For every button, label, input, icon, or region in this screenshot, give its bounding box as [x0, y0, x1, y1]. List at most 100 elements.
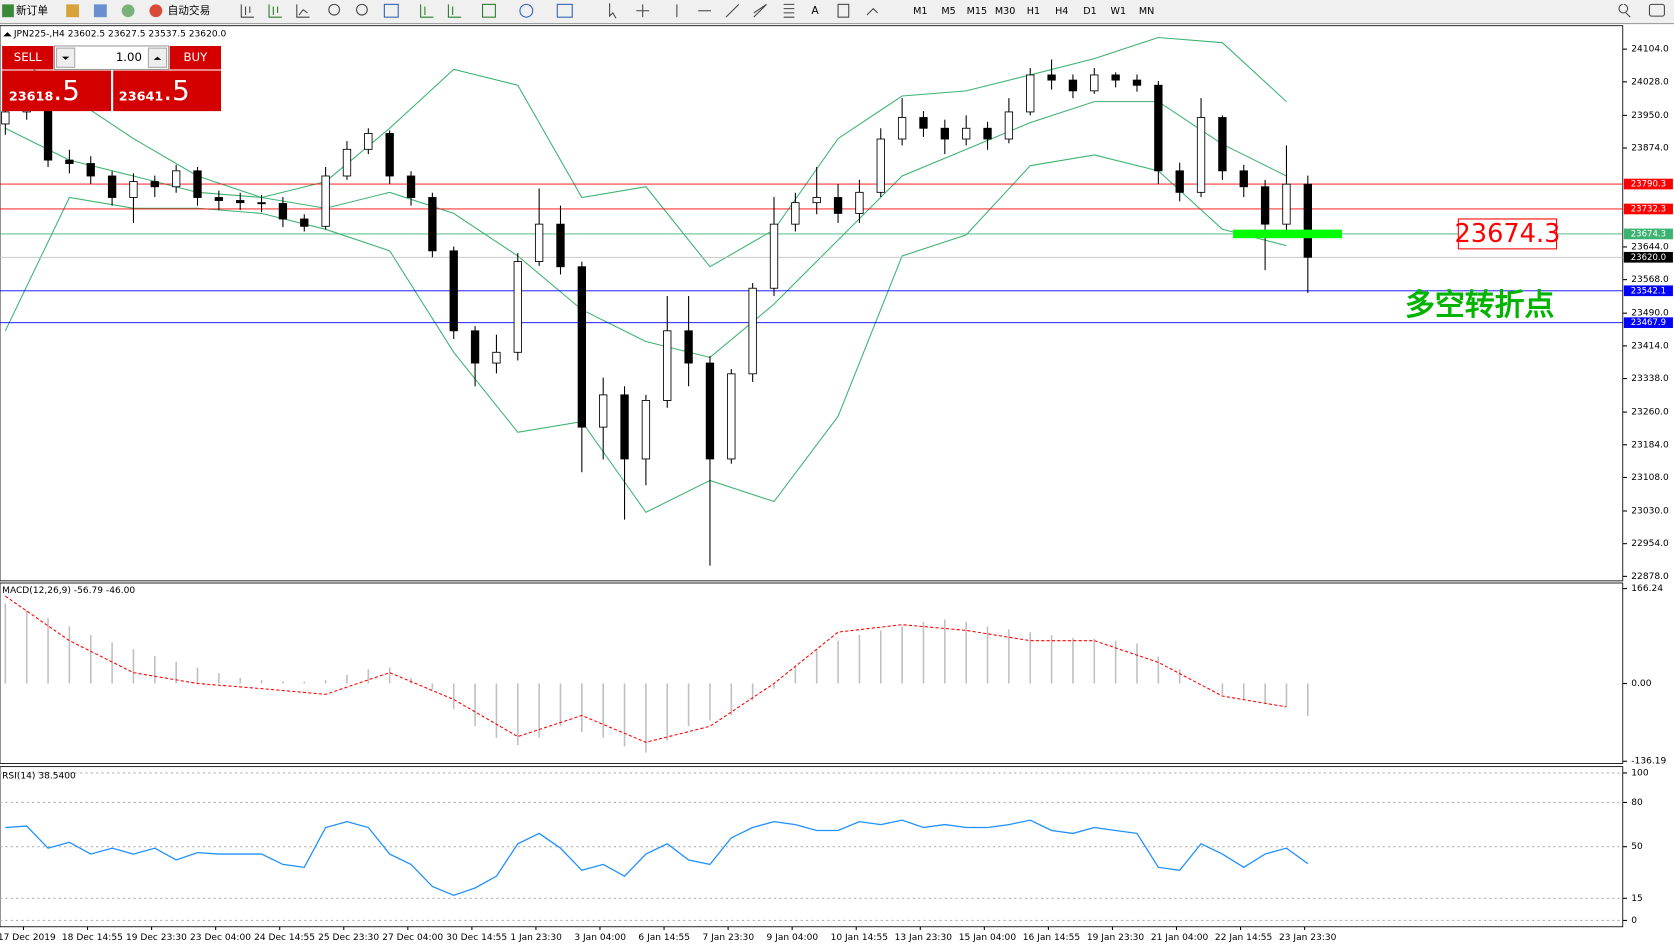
new-order-icon[interactable]: [2, 4, 14, 18]
candle-body: [150, 181, 159, 188]
y-tick-label: 23030.0: [1631, 506, 1669, 516]
channel-icon[interactable]: [753, 3, 767, 18]
candle-body: [1239, 170, 1248, 188]
time-label: 30 Dec 14:55: [446, 933, 507, 943]
timeframe-button[interactable]: H4: [1055, 6, 1068, 17]
text-tool-icon[interactable]: A: [811, 4, 819, 17]
buy-price-fraction[interactable]: .5: [163, 74, 189, 107]
sell-button[interactable]: [2, 45, 54, 70]
periods-icon[interactable]: [519, 3, 534, 18]
fibo-icon[interactable]: [783, 3, 795, 18]
trendline-icon[interactable]: [725, 3, 740, 18]
time-label: 10 Jan 14:55: [831, 933, 888, 943]
autoscroll-icon[interactable]: [420, 4, 434, 18]
turning-point-marker: [1233, 229, 1342, 239]
candle-body: [769, 223, 779, 289]
zoom-out-icon[interactable]: [356, 3, 368, 16]
timeframe-button[interactable]: MN: [1139, 6, 1154, 17]
candle-chart-icon[interactable]: [268, 4, 282, 18]
sell-label[interactable]: SELL: [14, 50, 42, 64]
chat-icon[interactable]: [1648, 3, 1665, 17]
time-label: 9 Jan 04:00: [767, 933, 819, 943]
candle-body: [1196, 117, 1206, 193]
candle-body: [876, 138, 885, 193]
indicators-icon[interactable]: [482, 3, 496, 18]
tile-icon[interactable]: [383, 3, 399, 18]
buy-label[interactable]: BUY: [183, 50, 208, 64]
candle-body: [705, 362, 715, 460]
sell-price[interactable]: 23618: [9, 90, 54, 105]
templates-icon[interactable]: [556, 3, 573, 18]
candle-body: [534, 223, 544, 262]
y-tick-label: 23108.0: [1631, 473, 1669, 483]
timeframe-button[interactable]: W1: [1111, 6, 1127, 17]
timeframe-buttons: M1 M5 M15 M30 H1 H4 D1 W1 MN: [913, 6, 1154, 17]
toolbar: 新订单 自动交易 A: [0, 0, 1674, 25]
bar-chart-icon[interactable]: [240, 4, 255, 18]
y-tick-label: 24028.0: [1631, 77, 1669, 87]
crosshair-icon[interactable]: [636, 4, 650, 18]
auto-trading-icon[interactable]: [149, 4, 163, 18]
candle-body: [791, 202, 800, 225]
shift-icon[interactable]: [447, 4, 462, 18]
sell-price-fraction[interactable]: .5: [53, 74, 79, 107]
time-label: 16 Jan 14:55: [1023, 933, 1080, 943]
time-label: 27 Dec 04:00: [382, 933, 443, 943]
candle-body: [748, 287, 757, 375]
timeframe-button[interactable]: M5: [941, 6, 955, 17]
candle-body: [1282, 183, 1291, 225]
buy-price-box[interactable]: [113, 70, 221, 112]
candle-body: [364, 132, 373, 150]
timeframe-button[interactable]: M1: [913, 6, 927, 17]
price-tag-label: 23467.9: [1631, 318, 1666, 328]
time-axis: 17 Dec 2019 18 Dec 14:55 19 Dec 23:30 23 De…: [0, 926, 1337, 943]
zoom-in-icon[interactable]: [328, 3, 341, 16]
y-tick-label: 23490.0: [1631, 309, 1669, 319]
candle-body: [1111, 74, 1120, 81]
search-icon[interactable]: [1618, 3, 1631, 18]
lots-box[interactable]: [53, 45, 170, 71]
candle-body: [43, 106, 53, 161]
time-label: 23 Dec 04:00: [190, 933, 251, 943]
rsi-header: RSI(14) 38.5400: [2, 772, 76, 782]
candle-body: [300, 218, 309, 227]
timeframe-button[interactable]: M15: [967, 6, 987, 17]
macd-signal-line: [5, 595, 1287, 743]
candle-body: [599, 394, 608, 428]
candle-body: [577, 266, 587, 428]
timeframe-button[interactable]: H1: [1027, 6, 1040, 17]
sell-price-box[interactable]: [2, 70, 112, 112]
candle-body: [556, 223, 565, 268]
candle-body: [214, 197, 224, 201]
arrows-icon[interactable]: [866, 7, 878, 16]
candle-body: [641, 400, 651, 460]
auto-trading-button[interactable]: 自动交易: [168, 4, 211, 17]
price-tag: [1623, 317, 1673, 329]
candle-body: [513, 261, 522, 353]
candle-body: [1, 111, 10, 125]
candle-body: [833, 197, 843, 214]
buy-button[interactable]: [169, 45, 221, 70]
toolbar-icon[interactable]: [93, 4, 107, 18]
y-tick-label: 23644.0: [1631, 242, 1669, 252]
chart-header: JPN225-,H4 23602.5 23627.5 23537.5 23620…: [13, 30, 227, 40]
candle-body: [236, 200, 245, 204]
line-chart-icon[interactable]: [296, 4, 310, 18]
label-tool-icon[interactable]: [837, 3, 850, 18]
timeframe-button[interactable]: M30: [995, 6, 1016, 17]
candle-body: [406, 175, 416, 198]
y-tick-label: 23260.0: [1631, 408, 1669, 418]
timeframe-button[interactable]: D1: [1083, 6, 1097, 17]
toolbar-icon[interactable]: [121, 4, 135, 18]
toolbar-icon[interactable]: [66, 4, 80, 18]
new-order-button[interactable]: 新订单: [16, 4, 48, 17]
cursor-icon[interactable]: [609, 3, 617, 19]
y-tick-label: 80: [1631, 798, 1643, 808]
buy-price[interactable]: 23641: [119, 90, 164, 105]
candle-body: [129, 181, 138, 198]
candle-body: [727, 373, 736, 460]
lots-value[interactable]: 1.00: [116, 50, 142, 64]
current-price-label: 23620.0: [1631, 253, 1666, 263]
candle-body: [193, 170, 202, 198]
